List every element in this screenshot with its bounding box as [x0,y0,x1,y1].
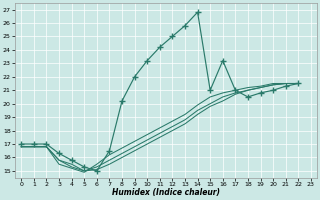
X-axis label: Humidex (Indice chaleur): Humidex (Indice chaleur) [112,188,220,197]
